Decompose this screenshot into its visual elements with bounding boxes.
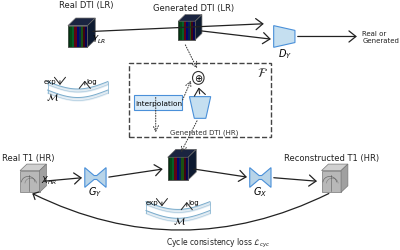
Bar <box>85 26 88 48</box>
Text: $\mathcal{M}$: $\mathcal{M}$ <box>46 90 59 102</box>
FancyBboxPatch shape <box>134 95 182 111</box>
Text: $\mathcal{F}$: $\mathcal{F}$ <box>258 67 268 80</box>
Bar <box>186 158 188 180</box>
Text: interpolation: interpolation <box>135 100 182 106</box>
Polygon shape <box>68 19 95 26</box>
Text: $Y_{LR}$: $Y_{LR}$ <box>92 33 106 46</box>
Bar <box>180 22 182 41</box>
Bar <box>72 26 74 48</box>
Polygon shape <box>40 164 46 192</box>
Bar <box>184 158 186 180</box>
Bar <box>190 22 192 41</box>
Polygon shape <box>85 168 106 188</box>
Polygon shape <box>274 26 295 48</box>
Text: Reconstructed T1 (HR): Reconstructed T1 (HR) <box>284 154 379 162</box>
Bar <box>186 22 188 41</box>
Polygon shape <box>88 19 95 48</box>
Bar <box>178 22 195 41</box>
Text: Generated DTI (LR): Generated DTI (LR) <box>153 4 234 13</box>
Text: $G_Y$: $G_Y$ <box>88 185 102 198</box>
Bar <box>322 171 341 192</box>
Bar <box>168 158 188 180</box>
Bar <box>178 22 180 41</box>
Polygon shape <box>341 164 348 192</box>
Circle shape <box>192 72 204 85</box>
Text: $G_X$: $G_X$ <box>253 185 268 198</box>
Text: Real DTI (LR): Real DTI (LR) <box>59 2 114 11</box>
Bar <box>68 26 70 48</box>
Polygon shape <box>188 150 196 180</box>
Polygon shape <box>168 150 196 158</box>
Bar <box>81 26 83 48</box>
Bar <box>79 26 81 48</box>
Bar <box>170 158 172 180</box>
Bar <box>174 158 177 180</box>
Bar <box>20 171 40 192</box>
Bar <box>178 22 195 41</box>
Text: $D_Y$: $D_Y$ <box>278 47 292 61</box>
Bar <box>177 158 179 180</box>
Polygon shape <box>190 97 211 119</box>
Bar <box>68 26 88 48</box>
Text: $\mathcal{M}$: $\mathcal{M}$ <box>173 214 186 226</box>
Text: Cycle consistency loss $\mathcal{L}_{cyc}$: Cycle consistency loss $\mathcal{L}_{cyc… <box>166 236 270 249</box>
Bar <box>74 26 77 48</box>
Text: log: log <box>86 78 97 84</box>
Text: log: log <box>188 199 199 205</box>
Text: exp: exp <box>146 199 158 205</box>
Bar <box>83 26 85 48</box>
Bar <box>168 158 170 180</box>
Bar <box>184 22 186 41</box>
Bar <box>192 22 193 41</box>
Polygon shape <box>178 16 202 22</box>
Text: $\oplus$: $\oplus$ <box>194 73 203 84</box>
Text: Real T1 (HR): Real T1 (HR) <box>2 154 54 162</box>
Bar <box>179 158 181 180</box>
Bar <box>168 158 188 180</box>
Bar <box>77 26 79 48</box>
Bar <box>182 22 184 41</box>
Bar <box>68 26 88 48</box>
Bar <box>188 22 190 41</box>
Bar <box>178 22 195 41</box>
Bar <box>193 22 195 41</box>
Bar <box>172 158 174 180</box>
Polygon shape <box>322 164 348 171</box>
Text: Generated DTI (HR): Generated DTI (HR) <box>170 129 239 136</box>
Text: $X_{HR}$: $X_{HR}$ <box>41 174 57 186</box>
Polygon shape <box>195 16 202 41</box>
Bar <box>129 64 271 138</box>
Bar <box>70 26 72 48</box>
Text: Real or
Generated: Real or Generated <box>362 31 399 44</box>
Text: exp: exp <box>44 78 56 84</box>
Polygon shape <box>250 168 271 188</box>
Bar <box>181 158 184 180</box>
Bar <box>168 158 188 180</box>
Polygon shape <box>20 164 46 171</box>
Bar <box>68 26 88 48</box>
